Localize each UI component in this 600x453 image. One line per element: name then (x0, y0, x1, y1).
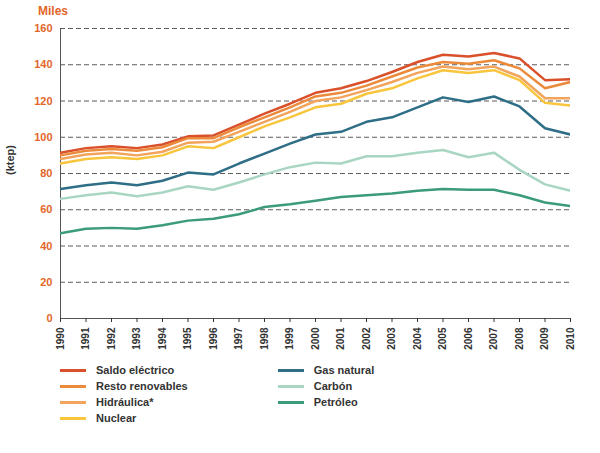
html-text:(ktep): (ktep) (4, 145, 16, 175)
svg-text:1992: 1992 (106, 327, 117, 350)
svg-text:2007: 2007 (488, 327, 499, 350)
html-text:Miles: Miles (38, 4, 68, 18)
svg-text:1994: 1994 (157, 327, 168, 350)
svg-text:1999: 1999 (284, 327, 295, 350)
svg-text:1993: 1993 (131, 327, 142, 350)
svg-text:2005: 2005 (437, 327, 448, 350)
svg-text:2001: 2001 (335, 327, 346, 350)
svg-text:2009: 2009 (539, 327, 550, 350)
svg-text:1991: 1991 (80, 327, 91, 350)
svg-text:0: 0 (46, 312, 52, 324)
svg-text:1990: 1990 (55, 327, 66, 350)
svg-text:1997: 1997 (233, 327, 244, 350)
html-text:Gas natural: Gas natural (313, 364, 375, 376)
svg-text:1995: 1995 (182, 327, 193, 350)
html-text:Petróleo: Petróleo (313, 396, 358, 408)
svg-text:1996: 1996 (208, 327, 219, 350)
svg-text:2010: 2010 (565, 327, 576, 350)
svg-text:1998: 1998 (259, 327, 270, 350)
svg-text:60: 60 (40, 203, 52, 215)
svg-text:160: 160 (34, 22, 52, 34)
html-text:Saldo eléctrico: Saldo eléctrico (96, 364, 175, 376)
svg-text:40: 40 (40, 240, 52, 252)
svg-text:140: 140 (34, 58, 52, 70)
html-text:Carbón: Carbón (313, 380, 353, 392)
svg-text:100: 100 (34, 131, 52, 143)
html-text:Resto renovables: Resto renovables (96, 380, 188, 392)
svg-text:20: 20 (40, 276, 52, 288)
svg-text:2003: 2003 (386, 327, 397, 350)
svg-text:80: 80 (40, 167, 52, 179)
svg-text:120: 120 (34, 95, 52, 107)
svg-text:2008: 2008 (514, 327, 525, 350)
svg-text:2006: 2006 (463, 327, 474, 350)
html-text:Nuclear: Nuclear (96, 412, 137, 424)
svg-text:2004: 2004 (412, 327, 423, 350)
html-text:Hidráulica*: Hidráulica* (96, 396, 154, 408)
svg-text:2000: 2000 (310, 327, 321, 350)
svg-text:2002: 2002 (361, 327, 372, 350)
